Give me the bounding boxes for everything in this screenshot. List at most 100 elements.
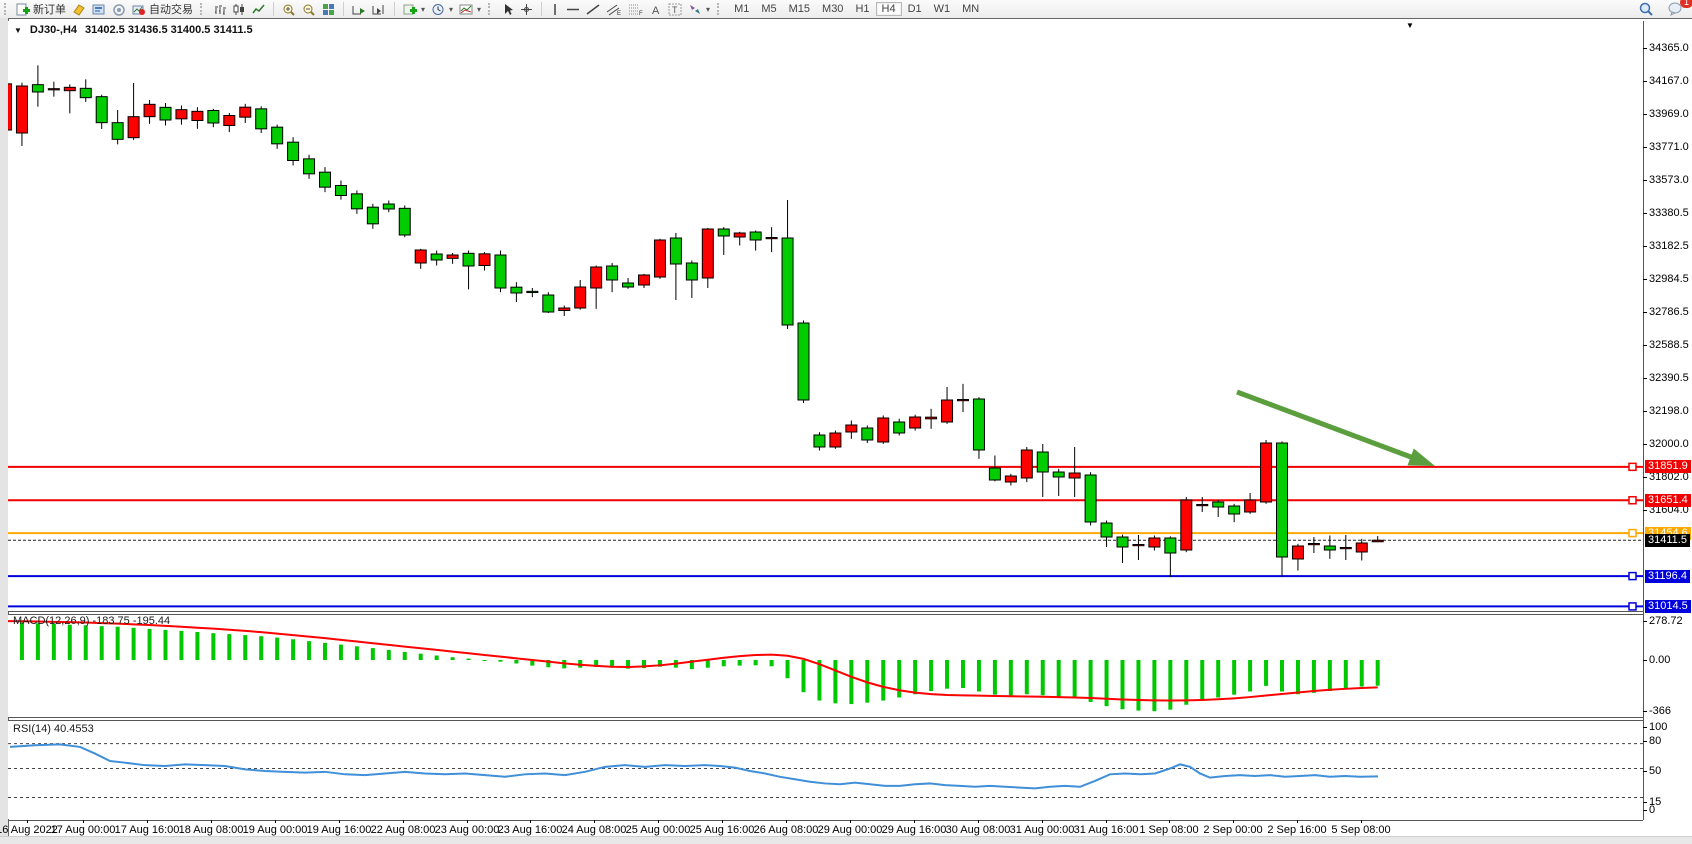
candle-body (79, 87, 92, 99)
horizontal-line-tool-button[interactable] (563, 2, 583, 17)
timeframe-button-m30[interactable]: M30 (822, 3, 844, 15)
timeframe-button-m15[interactable]: M15 (788, 3, 811, 15)
macd-histogram-bar (642, 660, 646, 669)
chart-top-marker-icon[interactable]: ▼ (1406, 21, 1414, 30)
line-anchor-marker[interactable] (1628, 602, 1637, 611)
styler-button[interactable] (69, 2, 89, 17)
timeframe-button-m5[interactable]: M5 (761, 3, 777, 15)
macd-histogram-bar (1120, 660, 1125, 710)
macd-histogram-bar (51, 623, 56, 660)
timeframe-button-w1[interactable]: W1 (933, 3, 951, 15)
chart-shift-button[interactable] (369, 2, 389, 17)
line-anchor-marker[interactable] (1628, 496, 1637, 505)
pane-separator[interactable] (8, 717, 1643, 718)
time-axis-tick (1169, 820, 1170, 823)
pane-separator[interactable] (8, 720, 1643, 721)
bar-chart-button[interactable] (211, 2, 230, 17)
line-chart-button[interactable] (249, 2, 268, 17)
rsi-indicator[interactable] (8, 721, 1643, 819)
candle-body (797, 322, 810, 401)
bar-chart-icon (214, 3, 227, 16)
candle-body (159, 106, 172, 121)
cursor-icon (502, 3, 514, 16)
macd-histogram-bar (195, 632, 200, 660)
line-anchor-marker[interactable] (1628, 571, 1637, 581)
collapse-arrow-icon[interactable]: ▼ (14, 25, 22, 35)
timeframe-button-d1[interactable]: D1 (907, 3, 922, 15)
equidistant-channel-tool-button[interactable]: E (603, 2, 625, 17)
candlestick-button[interactable] (230, 2, 249, 17)
cursor-tool-button[interactable] (499, 2, 517, 17)
macd-histogram-bar (19, 622, 24, 660)
text-tool-button[interactable]: A (647, 2, 665, 17)
search-button[interactable] (1636, 1, 1657, 17)
timeframe-button-m1[interactable]: M1 (734, 3, 750, 15)
macd-histogram-bar (976, 660, 981, 692)
macd-indicator[interactable] (8, 615, 1643, 717)
market-watch-button[interactable] (89, 2, 109, 17)
macd-histogram-bar (785, 660, 790, 679)
macd-histogram-bar (402, 651, 407, 660)
trendline-tool-button[interactable] (583, 2, 603, 17)
arrows-tool-button[interactable]: ▾ (685, 2, 713, 17)
label-tool-button[interactable]: T (665, 2, 685, 17)
trend-arrow-line[interactable] (1236, 389, 1418, 462)
vertical-line-tool-button[interactable] (547, 2, 563, 17)
timeframe-button-mn[interactable]: MN (962, 3, 980, 15)
tick-dash (1643, 410, 1647, 412)
candlestick-chart[interactable] (8, 21, 1643, 612)
pane-separator[interactable] (8, 614, 1643, 615)
macd-histogram-bar (897, 660, 902, 698)
trendline-icon (586, 3, 600, 16)
timeframe-button-h1[interactable]: H1 (855, 3, 870, 15)
zoom-out-button[interactable] (299, 2, 319, 17)
macd-histogram-bar (179, 630, 184, 660)
candle-body (988, 467, 1001, 481)
macd-histogram-bar (115, 626, 120, 660)
zoom-in-button[interactable] (279, 2, 299, 17)
price-axis-tick: 32786.5 (1643, 306, 1689, 319)
macd-histogram-bar (307, 641, 312, 660)
line-anchor-marker[interactable] (1628, 528, 1637, 538)
templates-button[interactable]: ▾ (456, 2, 484, 17)
trend-arrow-head[interactable] (1407, 448, 1435, 466)
auto-scroll-button[interactable] (349, 2, 369, 17)
time-axis-tick (914, 820, 915, 823)
candle-body (191, 110, 204, 122)
rsi-axis-tick: 0 (1643, 804, 1655, 817)
candle-body (972, 398, 985, 451)
indicators-button[interactable]: ▾ (400, 2, 428, 17)
candle-body (175, 109, 188, 120)
tick-dash (1643, 179, 1647, 181)
time-axis-label: 23 Aug 16:00 (497, 824, 563, 836)
notifications-button[interactable]: 1 (1665, 0, 1692, 17)
new-order-button[interactable]: 新订单 (13, 0, 69, 18)
line-anchor-marker[interactable] (1628, 462, 1637, 472)
candle-body (1116, 536, 1129, 548)
candle-body (287, 141, 300, 162)
candle-body (15, 85, 28, 134)
tile-windows-icon (322, 3, 335, 16)
line-chart-icon (252, 3, 265, 16)
candle-body (414, 249, 427, 264)
fibonacci-tool-button[interactable]: F (625, 2, 647, 17)
macd-histogram-bar (482, 660, 487, 661)
tick-dash (1643, 443, 1647, 445)
candle-body (1180, 499, 1193, 551)
candle-body (207, 110, 220, 124)
timeframe-button-h4[interactable]: H4 (875, 2, 902, 16)
rsi-label: RSI(14) 40.4553 (13, 723, 94, 735)
candle-body (717, 228, 730, 237)
tick-dash (1643, 509, 1647, 511)
signals-button[interactable] (109, 2, 129, 17)
tile-windows-button[interactable] (319, 2, 338, 17)
periods-button[interactable]: ▾ (428, 2, 456, 17)
time-axis-label: 25 Aug 16:00 (689, 824, 755, 836)
candle-body (542, 294, 555, 313)
toolbar-gripper (717, 3, 724, 15)
crosshair-tool-button[interactable] (517, 2, 536, 17)
pane-separator[interactable] (8, 611, 1643, 612)
time-axis-tick (1042, 820, 1043, 823)
candle-body (1276, 442, 1288, 558)
autotrading-button[interactable]: 自动交易 (129, 0, 196, 18)
